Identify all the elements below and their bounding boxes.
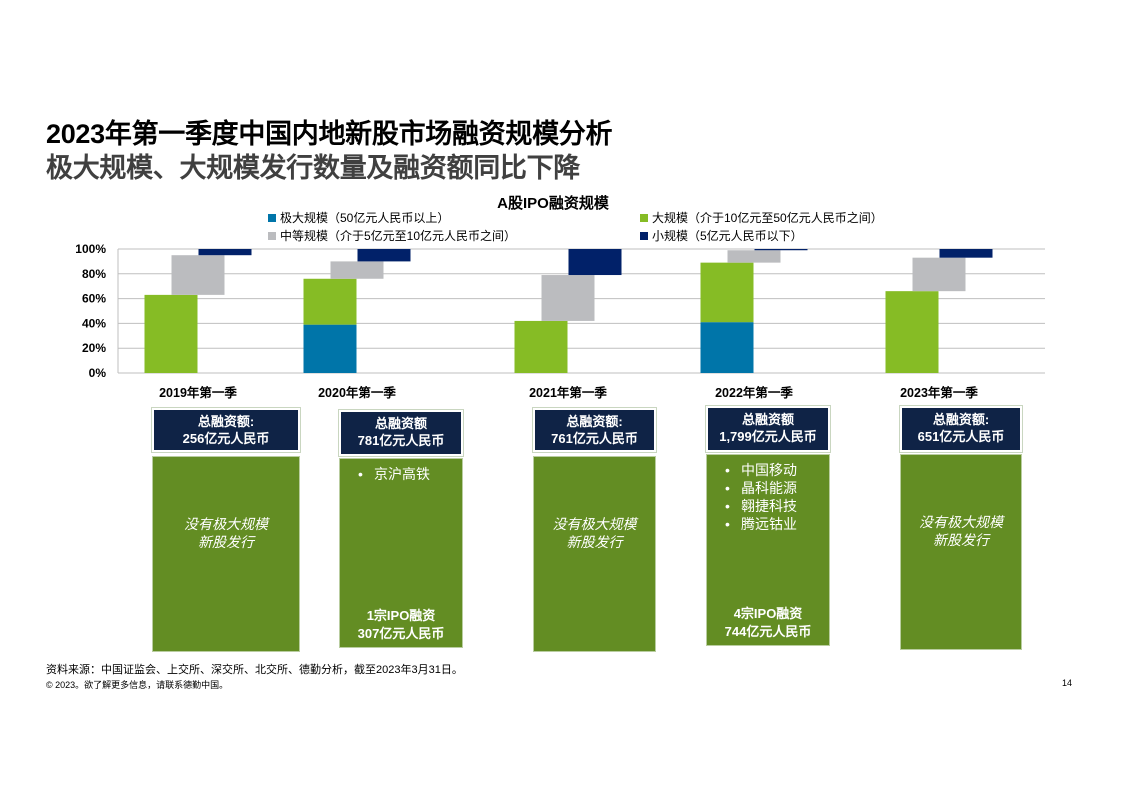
legend-label: 大规模（介于10亿元至50亿元人民币之间） <box>652 210 883 225</box>
y-tick-label: 20% <box>82 341 106 355</box>
legend-label: 小规模（5亿元人民币以下） <box>652 228 803 243</box>
card-header-label: 总融资额: <box>932 412 990 427</box>
legend-label: 极大规模（50亿元人民币以上） <box>280 210 449 225</box>
legend-layer: 极大规模（50亿元人民币以上） 大规模（介于10亿元至50亿元人民币之间） 中等规模… <box>268 210 883 243</box>
x-tick-label: 2022年第一季 <box>715 385 793 400</box>
card-header: 总融资额 781亿元人民币 <box>338 409 464 457</box>
card-header: 总融资额 1,799亿元人民币 <box>705 405 831 453</box>
deal-summary: 4宗IPO融资 744亿元人民币 <box>707 605 829 641</box>
no-deal-line: 新股发行 <box>198 534 254 550</box>
deal-list-item: 翱捷科技 <box>707 497 797 515</box>
card-header-amount: 781亿元人民币 <box>357 433 445 448</box>
source-note: 资料来源：中国证监会、上交所、深交所、北交所、德勤分析，截至2023年3月31日… <box>46 664 463 676</box>
deal-summary-line: 744亿元人民币 <box>724 624 812 639</box>
bar-segment <box>939 249 993 258</box>
card-header-label: 总融资额 <box>741 412 794 427</box>
card-header-amount: 256亿元人民币 <box>182 431 270 446</box>
bar-segment <box>700 322 754 373</box>
y-tick-label: 100% <box>75 242 106 256</box>
card-header: 总融资额: 761亿元人民币 <box>532 407 657 453</box>
bar-segment <box>330 261 384 279</box>
no-deal-line: 新股发行 <box>933 532 989 548</box>
y-tick-label: 0% <box>89 366 107 380</box>
card-header-label: 总融资额: <box>566 414 623 429</box>
bar-segment <box>885 291 939 373</box>
chart-title: A股IPO融资规模 <box>497 194 610 212</box>
no-deal-line: 没有极大规模 <box>184 516 268 532</box>
legend-swatch <box>640 214 648 222</box>
legend-label: 中等规模（介于5亿元至10亿元人民币之间） <box>280 228 516 243</box>
deal-list: 京沪高铁 <box>340 465 430 483</box>
card-body: 没有极大规模 新股发行 <box>152 456 300 652</box>
x-tick-label: 2019年第一季 <box>159 385 237 400</box>
deal-list: 中国移动晶科能源翱捷科技腾远钴业 <box>707 461 797 533</box>
card-body: 没有极大规模 新股发行 <box>533 456 656 652</box>
no-deal-line: 新股发行 <box>566 534 623 550</box>
no-deal-note: 没有极大规模 新股发行 <box>153 515 299 551</box>
page-subtitle: 极大规模、大规模发行数量及融资额同比下降 <box>46 153 580 183</box>
bar-segment <box>541 275 595 321</box>
bar-segment <box>912 257 966 292</box>
x-tick-label: 2021年第一季 <box>529 385 607 400</box>
card-header-amount: 651亿元人民币 <box>917 429 1005 444</box>
legend-swatch <box>268 214 276 222</box>
bar-segment <box>357 249 411 262</box>
bar-segment <box>568 249 622 276</box>
card-body: 没有极大规模 新股发行 <box>900 454 1022 650</box>
legend-swatch <box>640 232 648 240</box>
deal-summary-line: 307亿元人民币 <box>357 626 445 641</box>
deal-list-item: 京沪高铁 <box>340 465 430 483</box>
deal-summary: 1宗IPO融资 307亿元人民币 <box>340 607 462 643</box>
x-tick-label: 2020年第一季 <box>318 385 396 400</box>
card-header: 总融资额: 651亿元人民币 <box>899 405 1023 453</box>
card-body: 京沪高铁 1宗IPO融资 307亿元人民币 <box>339 458 463 648</box>
deal-list-item: 中国移动 <box>707 461 797 479</box>
no-deal-line: 没有极大规模 <box>919 514 1003 530</box>
bar-segment <box>303 324 357 373</box>
page-number: 14 <box>1062 678 1073 688</box>
x-tick-label: 2023年第一季 <box>900 385 978 400</box>
deal-summary-line: 1宗IPO融资 <box>366 608 436 623</box>
bar-segment <box>754 249 808 251</box>
axis-layer: 0% 20% 40% 60% 80% 100% 2019年第一季 2020年第一季 2021年第… <box>75 242 978 400</box>
y-tick-label: 40% <box>82 316 106 330</box>
card-header-amount: 761亿元人民币 <box>551 431 638 446</box>
deal-list-item: 晶科能源 <box>707 479 797 497</box>
no-deal-line: 没有极大规模 <box>552 516 637 532</box>
no-deal-note: 没有极大规模 新股发行 <box>901 513 1021 549</box>
ipo-scale-chart: 0% 20% 40% 60% 80% 100% 2019年第一季 2020年第一季 2021年第… <box>75 194 1045 400</box>
page-title: 2023年第一季度中国内地新股市场融资规模分析 <box>46 119 613 149</box>
bar-segment <box>700 262 754 323</box>
card-body: 中国移动晶科能源翱捷科技腾远钴业 4宗IPO融资 744亿元人民币 <box>706 454 830 646</box>
bar-segment <box>303 278 357 325</box>
y-tick-label: 80% <box>82 267 106 281</box>
copyright-note: © 2023。欲了解更多信息，请联系德勤中国。 <box>46 680 229 690</box>
deal-list-item: 腾远钴业 <box>707 515 797 533</box>
card-header-label: 总融资额: <box>197 414 255 429</box>
bars-layer <box>144 249 993 373</box>
no-deal-note: 没有极大规模 新股发行 <box>534 515 655 551</box>
bar-segment <box>171 255 225 295</box>
card-header-label: 总融资额 <box>374 416 427 431</box>
bar-segment <box>514 320 568 373</box>
bar-segment <box>144 294 198 373</box>
card-header-amount: 1,799亿元人民币 <box>719 429 817 444</box>
legend-swatch <box>268 232 276 240</box>
bar-segment <box>198 249 252 256</box>
bar-segment <box>727 250 781 263</box>
card-header: 总融资额: 256亿元人民币 <box>151 407 301 453</box>
deal-summary-line: 4宗IPO融资 <box>733 606 803 621</box>
y-tick-label: 60% <box>82 292 106 306</box>
